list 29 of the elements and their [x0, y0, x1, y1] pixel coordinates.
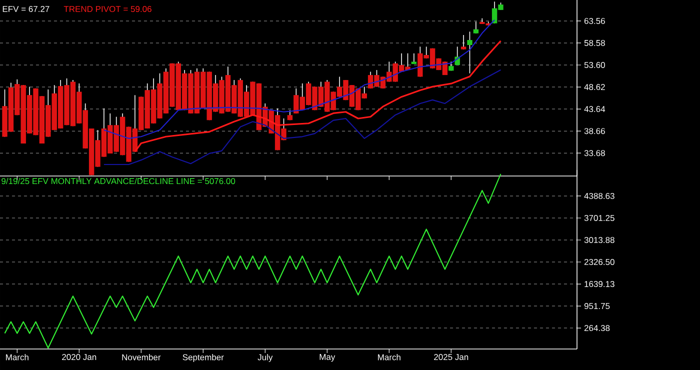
- y-tick-label: 53.60: [584, 62, 605, 68]
- x-tick-label: March: [378, 354, 400, 360]
- y-tick-label: 3701.25: [584, 214, 614, 221]
- x-tick-label: 2025 Jan: [434, 354, 468, 360]
- text: 9/19/25 EFV MONTHLY ADVANCE/DECLINE LINE = 5076.00: [2, 178, 236, 184]
- y-tick-label: 951.75: [584, 303, 610, 310]
- y-tick-label: 1639.13: [584, 281, 614, 288]
- y-tick-label: 3013.88: [584, 237, 614, 244]
- y-tick-label: 264.38: [584, 325, 610, 332]
- y-tick-label: 33.68: [584, 150, 605, 156]
- y-tick-label: 43.64: [584, 106, 606, 112]
- x-tick-label: September: [182, 354, 224, 362]
- candlestick: [473, 21, 479, 34]
- x-tick-label: March: [6, 354, 28, 360]
- line-series: [103, 69, 502, 166]
- y-tick-label: 4388.63: [584, 192, 614, 199]
- candlestick: [467, 31, 472, 74]
- y-tick-label: 2326.50: [584, 259, 614, 266]
- x-tick-label: July: [258, 354, 273, 362]
- y-tick-label: 38.66: [584, 128, 605, 134]
- y-tick-label: 58.58: [584, 40, 605, 46]
- x-tick-label: 2020 Jan: [62, 354, 96, 360]
- x-tick-label: November: [122, 354, 161, 360]
- y-tick-label: 48.62: [584, 84, 605, 90]
- y-tick-label: 63.56: [584, 18, 605, 24]
- x-tick-label: May: [320, 354, 336, 362]
- text: EFV = 67.27: [2, 6, 50, 12]
- candlestick: [460, 34, 466, 50]
- text: TREND PIVOT = 59.06: [64, 6, 152, 12]
